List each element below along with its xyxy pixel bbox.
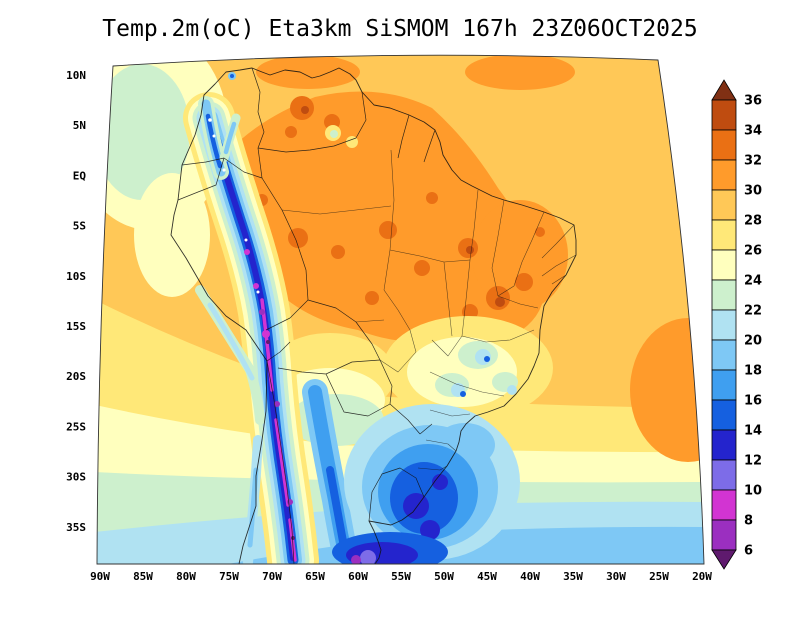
lon-label: 85W [133,570,153,583]
lon-label: 20W [692,570,712,583]
lon-label: 50W [434,570,454,583]
lat-label: 5S [73,220,86,233]
colorbar-band [711,309,737,341]
colorbar-tick-label: 26 [744,244,762,259]
colorbar: 36 34 32 30 28 26 24 22 20 18 16 14 12 10 8 6 [711,79,762,570]
colorbar-band [711,459,737,491]
lon-label: 60W [348,570,368,583]
colorbar-band [711,399,737,431]
colorbar-band [711,369,737,401]
colorbar-tick-label: 32 [744,154,762,169]
colorbar-band [711,189,737,221]
colorbar-tick-label: 12 [744,454,762,469]
colorbar-tick-label: 22 [744,304,762,319]
colorbar-band [711,519,737,551]
page-title: Temp.2m(oC) Eta3km SiSMOM 167h 23Z06OCT2… [102,16,698,42]
colorbar-arrow-top [711,79,737,101]
lon-label: 80W [176,570,196,583]
temperature-field [97,55,704,564]
colorbar-tick-label: 24 [744,274,762,289]
lat-label: 5N [73,119,86,132]
colorbar-band [711,339,737,371]
colorbar-tick-label: 28 [744,214,762,229]
colorbar-tick-label: 6 [744,544,753,559]
lon-label: 75W [219,570,239,583]
lat-label: 25S [66,420,86,433]
colorbar-tick-label: 34 [744,124,762,139]
state-borders [281,149,577,471]
lat-label: 35S [66,521,86,534]
colorbar-band [711,279,737,311]
colorbar-band [711,99,737,131]
coastline [170,67,577,564]
lat-label: 10S [66,270,86,283]
country-borders [170,67,577,564]
colorbar-tick-label: 8 [744,514,753,529]
lon-label: 25W [649,570,669,583]
colorbar-tick-label: 20 [744,334,762,349]
colorbar-tick-label: 18 [744,364,762,379]
lon-label: 30W [606,570,626,583]
colorbar-band [711,249,737,281]
lon-label: 40W [520,570,540,583]
colorbar-tick-label: 10 [744,484,762,499]
colorbar-band [711,129,737,161]
lon-label: 90W [90,570,110,583]
lat-label: 15S [66,320,86,333]
axis-labels: 10N 5N EQ 5S 10S 15S 20S 25S 30S 35S 90W 85W 80W 75W 7… [66,69,712,583]
lon-label: 35W [563,570,583,583]
lat-label: EQ [73,169,87,182]
colorbar-band [711,429,737,461]
lon-label: 65W [305,570,325,583]
colorbar-band [711,159,737,191]
colorbar-tick-label: 36 [744,94,762,109]
domain-outline [96,54,705,565]
colorbar-tick-label: 30 [744,184,762,199]
lat-label: 20S [66,370,86,383]
colorbar-tick-label: 14 [744,424,762,439]
lon-label: 45W [477,570,497,583]
lon-label: 70W [262,570,282,583]
colorbar-tick-label: 16 [744,394,762,409]
lat-label: 30S [66,471,86,484]
colorbar-band [711,219,737,251]
colorbar-band [711,489,737,521]
colorbar-arrow-bottom [711,549,737,570]
lon-label: 55W [391,570,411,583]
lat-label: 10N [66,69,86,82]
